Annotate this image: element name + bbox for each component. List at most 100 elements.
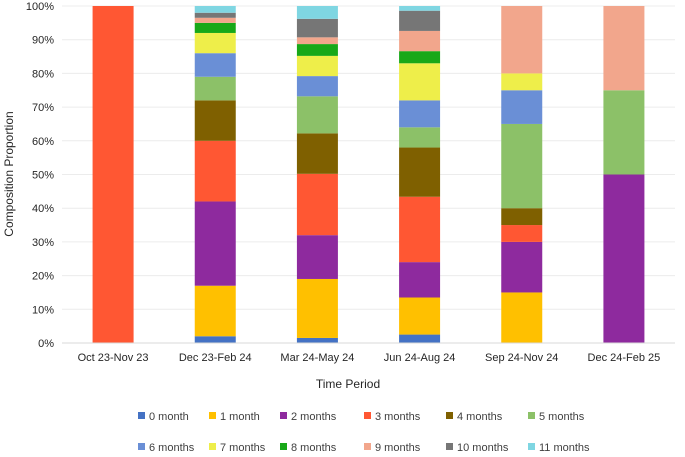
bar-segment-4-months [501, 208, 543, 226]
legend-label: 7 months [220, 442, 266, 454]
legend-item: 1 month [209, 411, 260, 423]
bar-segment-3-months [501, 225, 543, 242]
legend-swatch [280, 412, 287, 419]
bar-segment-5-months [399, 127, 441, 148]
y-tick-label: 10% [32, 304, 54, 316]
bar-segment-1-month [399, 297, 441, 335]
legend-item: 4 months [446, 411, 503, 423]
bar-segment-11-months [296, 6, 338, 19]
x-tick-label: Jun 24-Aug 24 [384, 352, 456, 364]
bar-segment-1-month [501, 292, 543, 343]
bar-segment-2-months [399, 262, 441, 298]
bar-segment-2-months [501, 241, 543, 293]
y-tick-label: 40% [32, 203, 54, 215]
legend-item: 6 months [138, 442, 195, 454]
bar-segment-9-months [603, 6, 645, 91]
y-tick-label: 30% [32, 237, 54, 249]
bar-segment-5-months [603, 90, 645, 175]
legend-label: 3 months [375, 411, 421, 423]
legend-item: 11 months [528, 442, 590, 454]
bar-segment-2-months [194, 201, 236, 286]
bar-segment-7-months [194, 32, 236, 54]
legend-swatch [138, 412, 145, 419]
legend-item: 8 months [280, 442, 337, 454]
y-axis-title: Composition Proportion [2, 111, 16, 236]
bar-segment-5-months [501, 123, 543, 209]
x-tick-label: Mar 24-May 24 [280, 352, 354, 364]
bar-segment-0-month [399, 334, 441, 343]
legend-swatch [446, 412, 453, 419]
legend: 0 month 1 month 2 months 3 months 4 months 5 … [138, 411, 590, 454]
bar-segment-2-months [603, 174, 645, 343]
legend-item: 7 months [209, 442, 266, 454]
x-tick-label: Oct 23-Nov 23 [78, 352, 149, 364]
bar-segment-9-months [194, 17, 236, 23]
bar-segment-7-months [399, 63, 441, 101]
x-tick-label: Sep 24-Nov 24 [485, 352, 558, 364]
y-tick-label: 50% [32, 170, 54, 182]
y-tick-label: 70% [32, 102, 54, 114]
x-tick-label: Dec 24-Feb 25 [588, 352, 661, 364]
bar-segment-5-months [194, 76, 236, 101]
y-tick-label: 80% [32, 68, 54, 80]
bar-segment-6-months [399, 100, 441, 128]
y-tick-label: 0% [38, 338, 54, 350]
y-axis-ticks: 0% 10% 20% 30% 40% 50% 60% 70% 80% 90% 100% [26, 1, 54, 350]
legend-swatch [209, 412, 216, 419]
legend-label: 1 month [220, 411, 260, 423]
bar-segment-8-months [194, 22, 236, 33]
legend-label: 4 months [457, 411, 503, 423]
bar-segment-1-month [194, 285, 236, 337]
bar-segment-3-months [92, 6, 134, 343]
legend-swatch [364, 412, 371, 419]
bar-segment-10-months [194, 12, 236, 18]
bar-segment-0-month [296, 337, 338, 343]
y-tick-label: 60% [32, 136, 54, 148]
legend-label: 10 months [457, 442, 509, 454]
bar-segment-1-month [296, 278, 338, 338]
bar-segment-9-months [296, 37, 338, 45]
legend-item: 0 month [138, 411, 189, 423]
bar-segment-3-months [399, 196, 441, 263]
bar-segment-4-months [399, 147, 441, 197]
bar-segment-6-months [194, 53, 236, 77]
legend-swatch [528, 412, 535, 419]
legend-item: 10 months [446, 442, 509, 454]
bar-segment-2-months [296, 235, 338, 279]
bar-segment-10-months [399, 10, 441, 31]
legend-swatch [528, 443, 535, 450]
legend-item: 3 months [364, 411, 421, 423]
y-tick-label: 100% [26, 1, 54, 13]
bar-segment-7-months [501, 73, 543, 91]
legend-label: 8 months [291, 442, 337, 454]
legend-label: 6 months [149, 442, 195, 454]
legend-label: 2 months [291, 411, 337, 423]
bars [92, 6, 645, 343]
legend-item: 2 months [280, 411, 337, 423]
bar-segment-9-months [501, 6, 543, 74]
bar-segment-4-months [296, 133, 338, 174]
x-tick-label: Dec 23-Feb 24 [179, 352, 252, 364]
x-axis-ticks: Oct 23-Nov 23 Dec 23-Feb 24 Mar 24-May 24 J… [78, 352, 661, 364]
bar-segment-3-months [296, 173, 338, 236]
bar-segment-6-months [296, 76, 338, 97]
bar-segment-0-month [194, 336, 236, 343]
y-tick-label: 90% [32, 35, 54, 47]
legend-swatch [209, 443, 216, 450]
bar-segment-9-months [399, 30, 441, 52]
legend-label: 11 months [539, 442, 590, 454]
bar-segment-5-months [296, 96, 338, 134]
bar-segment-7-months [296, 55, 338, 77]
bar-segment-11-months [399, 6, 441, 11]
legend-swatch [364, 443, 371, 450]
bar-segment-4-months [194, 100, 236, 141]
legend-swatch [280, 443, 287, 450]
legend-label: 9 months [375, 442, 421, 454]
legend-swatch [138, 443, 145, 450]
bar-segment-8-months [296, 44, 338, 56]
gridlines [62, 5, 675, 310]
legend-label: 5 months [539, 411, 585, 423]
bar-segment-6-months [501, 90, 543, 124]
legend-swatch [446, 443, 453, 450]
bar-segment-3-months [194, 140, 236, 202]
